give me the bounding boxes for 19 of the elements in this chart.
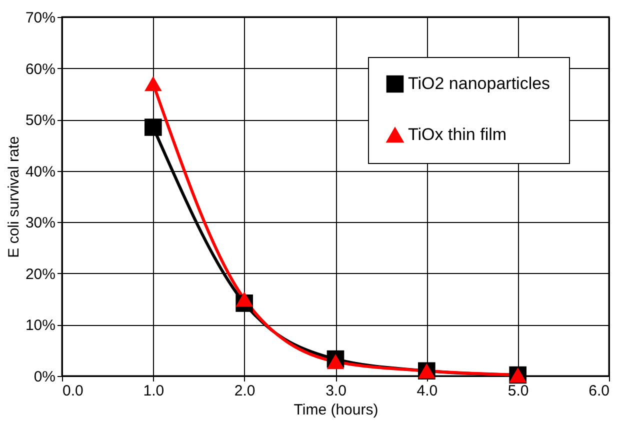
- y-tick-label: 60%: [25, 60, 56, 78]
- legend-label: TiOx thin film: [408, 125, 507, 144]
- y-tick-label: 40%: [25, 163, 56, 180]
- y-tick-label: 10%: [25, 317, 56, 334]
- x-tick-label: 1.0: [143, 382, 164, 400]
- x-tick-label: 4.0: [416, 382, 438, 400]
- x-tick-label: 0.0: [62, 382, 84, 400]
- x-tick-label: 5.0: [508, 382, 529, 400]
- y-tick-label: 0%: [34, 368, 56, 386]
- legend-label: TiO2 nanoparticles: [408, 74, 550, 93]
- x-axis-title: Time (hours): [294, 402, 378, 418]
- y-tick-label: 30%: [25, 214, 56, 232]
- x-tick-label: 2.0: [234, 382, 256, 400]
- x-tick-label: 6.0: [588, 382, 610, 400]
- y-tick-label: 20%: [25, 266, 56, 283]
- y-axis-title: E coli survival rate: [5, 136, 22, 258]
- y-tick-label: 50%: [25, 112, 56, 130]
- y-tick-label: 70%: [25, 10, 56, 26]
- x-tick-label: 3.0: [326, 382, 346, 400]
